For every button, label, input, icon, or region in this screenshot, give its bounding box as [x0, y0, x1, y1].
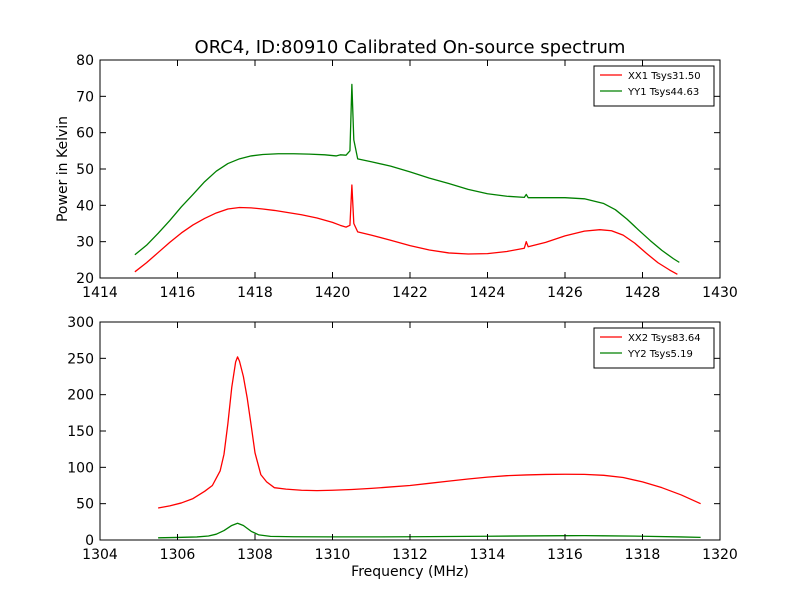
- bottom-panel: Frequency (MHz) 1304 1306 1308 1310 1312 1314…: [67, 315, 738, 580]
- top-xtick-label: 1430: [702, 285, 738, 301]
- top-xtick-label: 1428: [625, 285, 661, 301]
- top-ytick-label: 40: [76, 198, 94, 214]
- bottom-xtick-label: 1320: [702, 547, 738, 563]
- top-legend-label-1: XX1 Tsys31.50: [628, 71, 701, 82]
- bottom-ytick-label: 300: [67, 315, 94, 331]
- bottom-legend: XX2 Tsys83.64 YY2 Tsys5.19: [593, 327, 715, 369]
- top-series-line-2: [134, 83, 680, 263]
- top-panel: Power in Kelvin 1414 1416 1418 1420 1422 1424…: [55, 53, 738, 301]
- top-panel-ylabel: Power in Kelvin: [55, 116, 71, 222]
- bottom-ytick-label: 150: [67, 424, 94, 440]
- bottom-ytick-label: 0: [85, 533, 94, 549]
- bottom-ytick-label: 250: [67, 351, 94, 367]
- bottom-legend-box: [593, 327, 715, 369]
- top-xtick-label: 1422: [392, 285, 428, 301]
- bottom-panel-xlabel: Frequency (MHz): [351, 564, 469, 580]
- chart-title: ORC4, ID:80910 Calibrated On-source spec…: [195, 37, 626, 58]
- bottom-series-line-2: [158, 522, 701, 539]
- bottom-series-group: [158, 356, 701, 539]
- top-legend: XX1 Tsys31.50 YY1 Tsys44.63: [593, 65, 715, 107]
- bottom-xtick-label: 1310: [315, 547, 351, 563]
- top-legend-label-2: YY1 Tsys44.63: [627, 87, 699, 98]
- top-xtick-label: 1418: [237, 285, 273, 301]
- bottom-legend-label-2: YY2 Tsys5.19: [627, 349, 693, 360]
- top-xtick-label: 1424: [470, 285, 506, 301]
- bottom-series-line-1: [158, 356, 701, 509]
- top-xtick-label: 1414: [82, 285, 118, 301]
- top-xtick-label: 1416: [160, 285, 196, 301]
- top-xtick-label: 1420: [315, 285, 351, 301]
- bottom-xtick-label: 1304: [82, 547, 118, 563]
- top-legend-box: [593, 65, 715, 107]
- top-series-line-1: [134, 184, 678, 275]
- bottom-xtick-label: 1316: [547, 547, 583, 563]
- bottom-ytick-label: 100: [67, 460, 94, 476]
- bottom-xtick-label: 1312: [392, 547, 428, 563]
- top-ytick-label: 30: [76, 235, 94, 251]
- top-ytick-label: 80: [76, 53, 94, 69]
- top-ytick-label: 70: [76, 89, 94, 105]
- bottom-xtick-label: 1318: [625, 547, 661, 563]
- bottom-xtick-label: 1308: [237, 547, 273, 563]
- bottom-legend-label-1: XX2 Tsys83.64: [628, 333, 701, 344]
- top-ytick-label: 50: [76, 162, 94, 178]
- top-ytick-label: 60: [76, 126, 94, 142]
- bottom-xtick-label: 1306: [160, 547, 196, 563]
- bottom-ytick-label: 200: [67, 388, 94, 404]
- top-xtick-label: 1426: [547, 285, 583, 301]
- bottom-ytick-label: 50: [76, 497, 94, 513]
- top-series-group: [134, 83, 680, 275]
- bottom-xtick-label: 1314: [470, 547, 506, 563]
- top-ytick-label: 20: [76, 271, 94, 287]
